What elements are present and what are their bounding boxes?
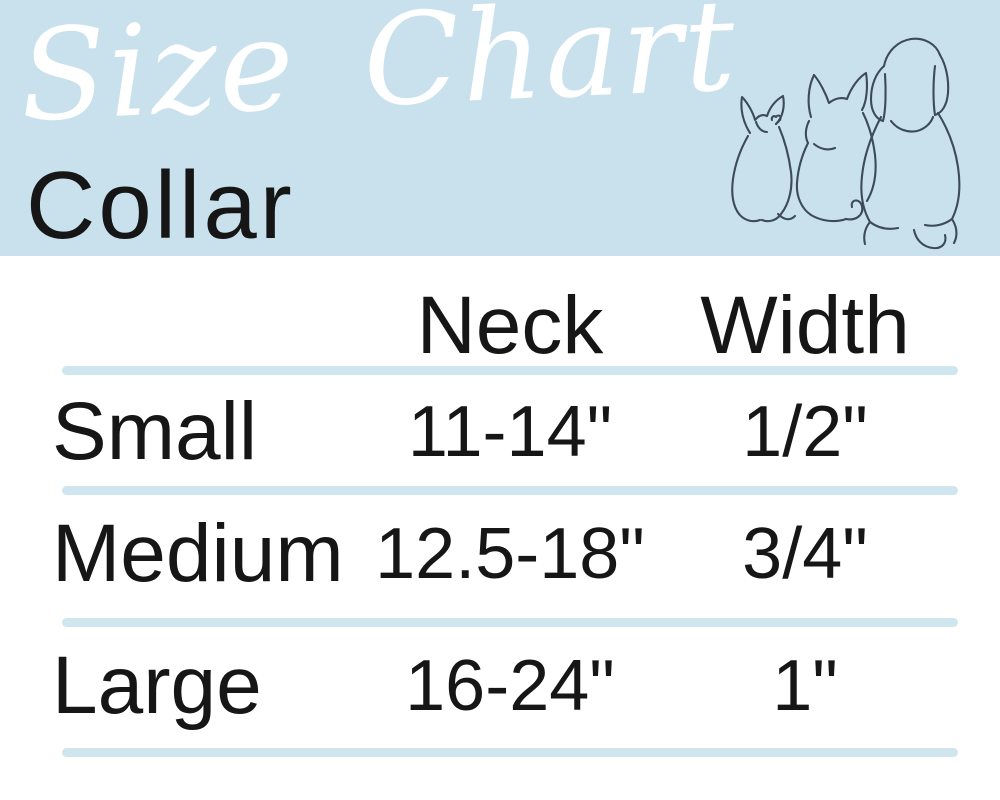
pets-line-art-illustration xyxy=(731,37,961,250)
row-large-size-label: Large xyxy=(52,640,262,731)
column-header-neck: Neck xyxy=(416,280,604,371)
row-small-neck-value: 11-14" xyxy=(407,392,613,472)
product-title: Collar xyxy=(26,152,295,259)
chihuahua-line-art xyxy=(731,94,797,223)
row-large-neck-value: 16-24" xyxy=(405,646,615,726)
row-medium-neck-value: 12.5-18" xyxy=(375,514,645,594)
row-large-width-value: 1" xyxy=(772,646,838,726)
row-small-width-value: 1/2" xyxy=(742,392,868,472)
divider-line xyxy=(62,748,958,757)
row-medium-width-value: 3/4" xyxy=(742,514,868,594)
divider-line xyxy=(62,486,958,495)
divider-line xyxy=(62,366,958,375)
cat-line-art xyxy=(795,71,877,223)
row-small-size-label: Small xyxy=(52,386,258,477)
header-banner: Size Chart Collar xyxy=(0,0,1000,256)
dog-line-art xyxy=(860,37,961,250)
row-medium-size-label: Medium xyxy=(52,508,344,599)
divider-line xyxy=(62,618,958,627)
column-header-width: Width xyxy=(700,280,910,371)
script-title: Size Chart xyxy=(16,0,740,150)
